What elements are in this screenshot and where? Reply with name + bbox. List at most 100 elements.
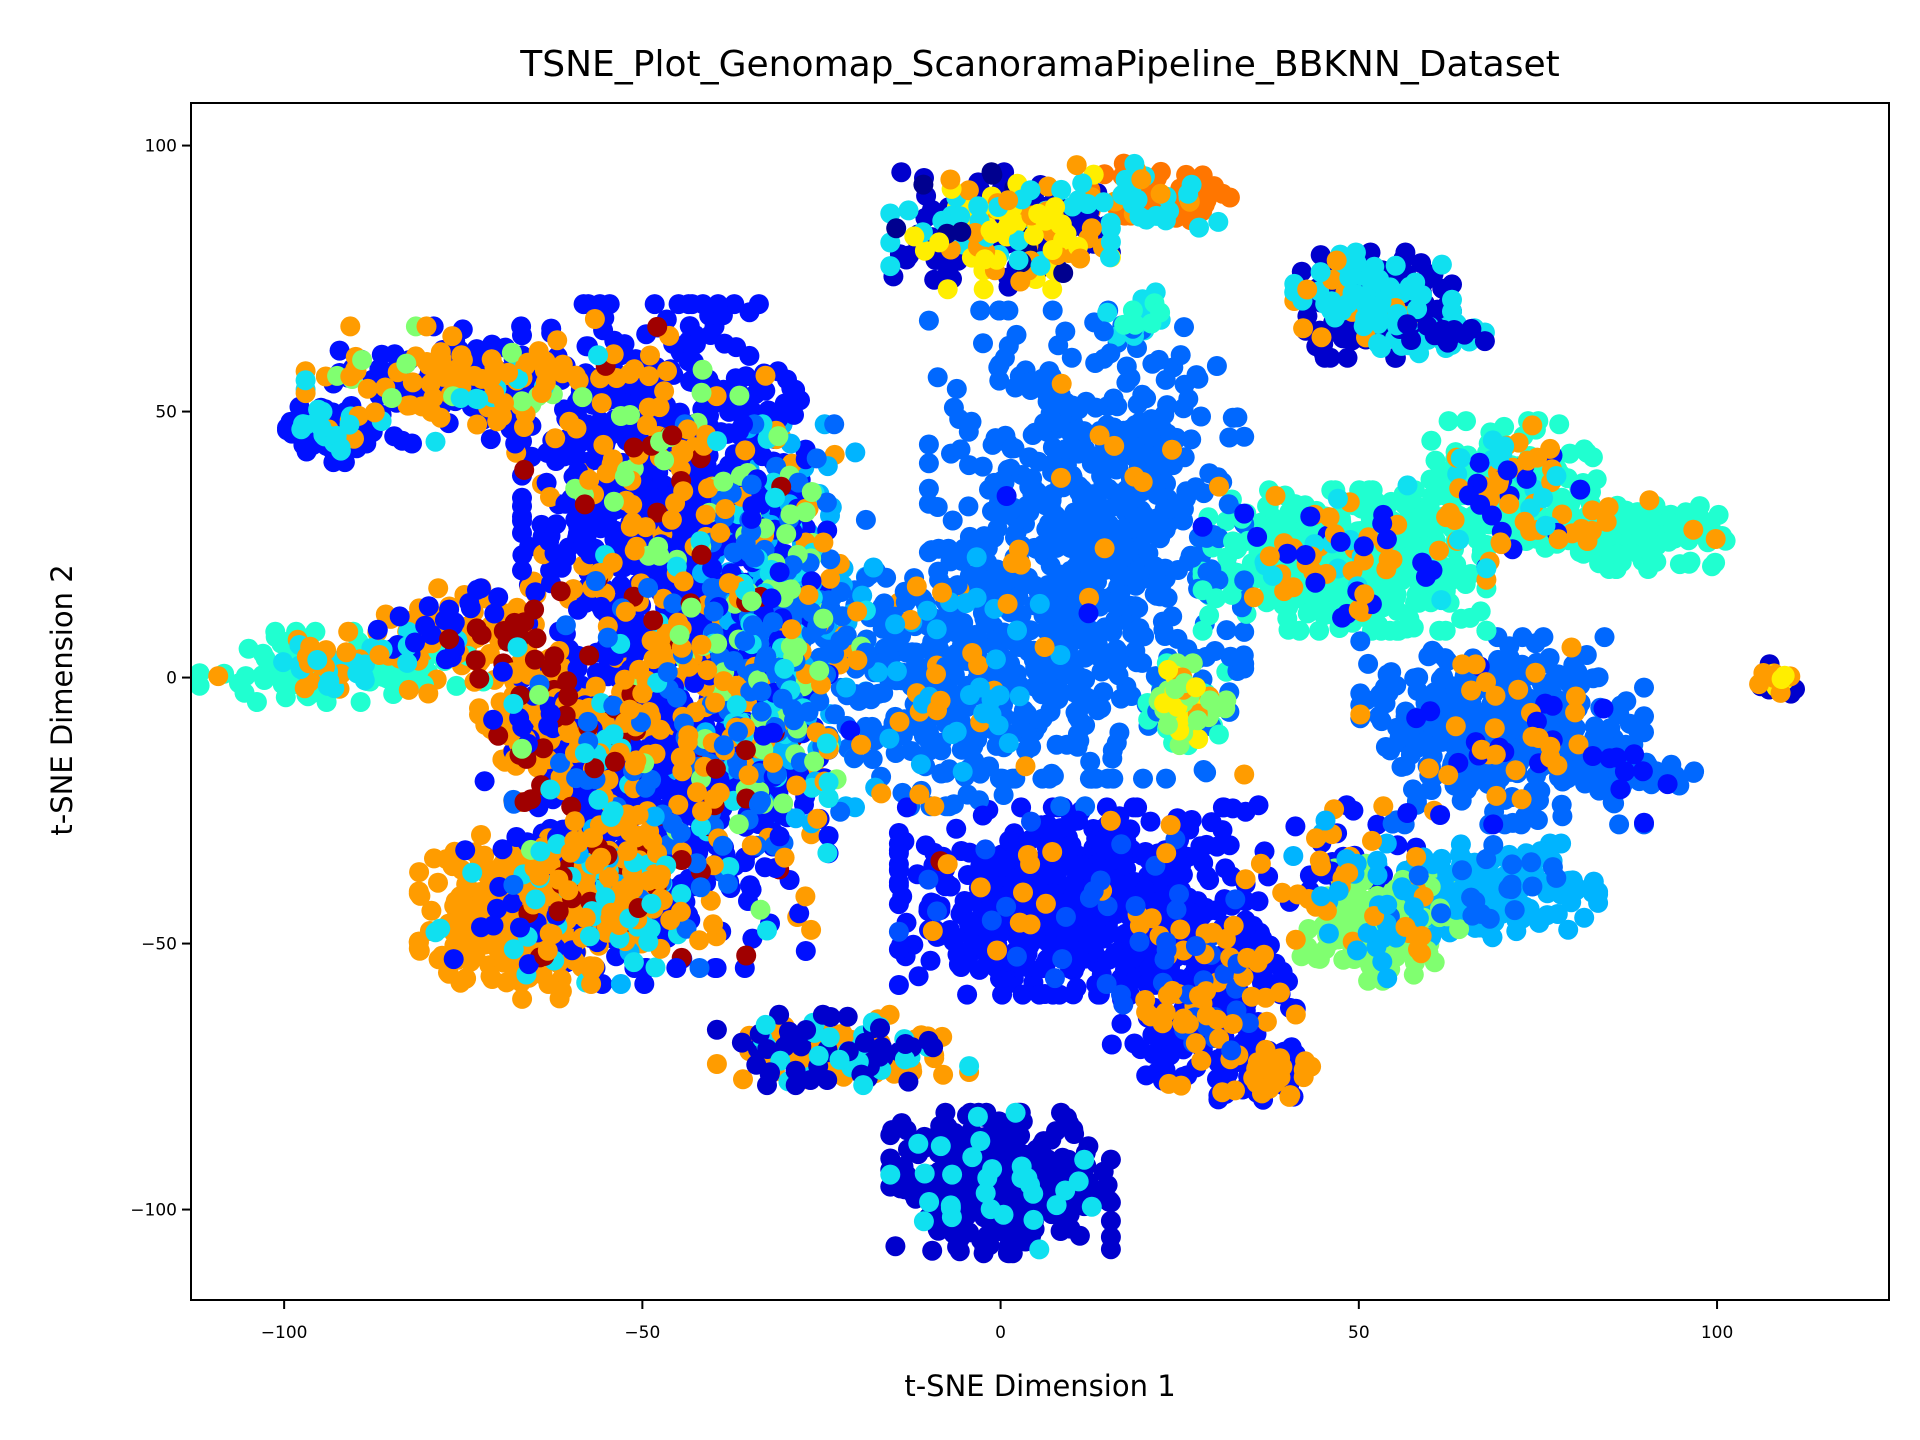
scatter-point <box>1547 904 1568 924</box>
scatter-point <box>1181 429 1202 450</box>
scatter-point <box>1043 766 1064 786</box>
scatter-point <box>482 334 502 355</box>
scatter-point <box>1095 453 1116 474</box>
scatter-point <box>1111 1013 1132 1034</box>
scatter-point <box>905 642 926 663</box>
scatter-point <box>1087 700 1108 721</box>
scatter-point <box>1216 620 1237 641</box>
scatter-point <box>428 872 448 893</box>
scatter-point <box>466 339 487 360</box>
scatter-point <box>1421 430 1442 451</box>
scatter-point <box>1037 814 1058 835</box>
scatter-point <box>1100 1211 1121 1231</box>
scatter-point <box>1208 724 1229 745</box>
scatter-point <box>1218 494 1239 515</box>
scatter-point <box>1024 537 1045 558</box>
scatter-point <box>1133 768 1153 789</box>
scatter-point <box>549 988 570 1009</box>
scatter-point <box>1120 368 1141 388</box>
scatter-point <box>576 592 596 613</box>
scatter-point <box>888 859 909 880</box>
scatter-point <box>1080 751 1101 772</box>
scatter-point <box>954 891 975 911</box>
scatter-point <box>409 862 430 883</box>
scatter-point <box>1460 607 1481 628</box>
scatter-point <box>246 692 267 712</box>
scatter-point <box>446 675 467 696</box>
scatter-point <box>1248 891 1269 912</box>
scatter-point <box>1451 790 1472 811</box>
scatter-point <box>1042 300 1063 321</box>
scatter-point <box>1376 833 1397 854</box>
scatter-point <box>918 478 939 499</box>
scatter-point <box>1040 555 1061 576</box>
scatter-point <box>705 958 726 978</box>
scatter-point <box>920 950 941 971</box>
scatter-point <box>1085 397 1106 418</box>
scatter-point <box>949 1241 970 1262</box>
scatter-point <box>1684 761 1705 782</box>
scatter-point <box>1097 302 1118 323</box>
scatter-point <box>1450 834 1471 855</box>
scatter-point <box>474 845 495 866</box>
scatter-point <box>1549 414 1570 435</box>
scatter-point <box>1148 454 1169 475</box>
scatter-point <box>1588 667 1609 688</box>
scatter-point <box>972 805 993 826</box>
scatter-point <box>1337 347 1358 368</box>
scatter-point <box>1093 682 1114 703</box>
scatter-point <box>1154 404 1175 425</box>
scatter-point <box>992 984 1013 1005</box>
scatter-point <box>1140 811 1161 832</box>
scatter-point <box>927 497 948 517</box>
scatter-point <box>1222 407 1243 428</box>
scatter-point <box>512 487 532 508</box>
scatter-point <box>927 367 948 388</box>
scatter-point <box>1130 1039 1151 1060</box>
scatter-point <box>1405 593 1425 613</box>
scatter-point <box>1170 345 1191 366</box>
scatter-point <box>1006 324 1027 345</box>
scatter-point <box>1358 653 1379 674</box>
scatter-point <box>1102 740 1123 761</box>
scatter-point <box>972 456 993 477</box>
scatter-point <box>1367 814 1388 835</box>
scatter-point <box>1559 443 1580 464</box>
scatter-points <box>191 153 1805 1264</box>
scatter-point <box>255 648 276 669</box>
scatter-point <box>1069 730 1090 751</box>
scatter-point <box>795 941 816 961</box>
scatter-point <box>1109 722 1130 743</box>
scatter-point <box>774 393 795 414</box>
scatter-point <box>402 433 422 454</box>
scatter-point <box>918 453 939 474</box>
scatter-point <box>741 879 762 900</box>
scatter-point <box>973 333 993 354</box>
scatter-point <box>958 496 979 517</box>
scatter-point <box>512 545 533 566</box>
scatter-point <box>1035 381 1056 402</box>
scatter-point <box>785 808 806 829</box>
scatter-point <box>1278 597 1299 617</box>
scatter-point <box>1456 411 1476 432</box>
scatter-point <box>512 523 532 543</box>
scatter-point <box>1527 908 1548 929</box>
scatter-point <box>1234 426 1255 447</box>
scatter-point <box>471 825 491 845</box>
scatter-point <box>1005 668 1026 689</box>
scatter-point <box>957 984 978 1005</box>
scatter-point <box>1438 411 1459 432</box>
scatter-point <box>1216 511 1237 532</box>
chart-title: TSNE_Plot_Genomap_ScanoramaPipeline_BBKN… <box>519 44 1560 85</box>
scatter-point <box>1212 820 1233 841</box>
scatter-point <box>748 294 769 315</box>
scatter-point <box>742 928 763 949</box>
scatter-point <box>943 397 964 418</box>
scatter-point <box>918 542 939 563</box>
scatter-point <box>1310 245 1331 266</box>
scatter-point <box>1634 677 1654 698</box>
scatter-point <box>546 514 567 535</box>
scatter-point <box>1679 553 1700 574</box>
scatter-point <box>950 439 971 460</box>
scatter-point <box>739 345 760 366</box>
